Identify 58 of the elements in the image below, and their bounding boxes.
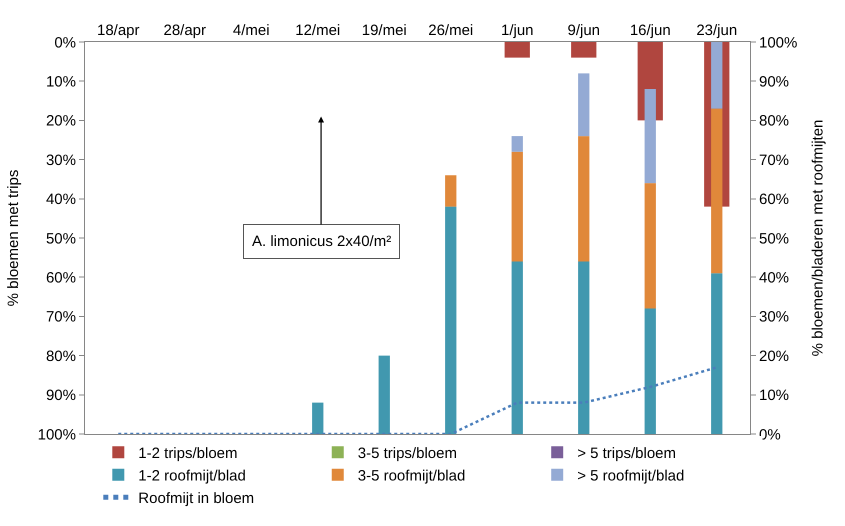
legend-label: Roofmijt in bloem — [138, 490, 254, 508]
line-series — [117, 366, 718, 434]
y-tick-label: 100% — [38, 426, 76, 444]
x-tick-label: 18/apr — [96, 22, 140, 39]
x-tick-label: 28/apr — [163, 22, 206, 39]
y-tick-label: 90% — [46, 387, 76, 404]
y2-tick-label: 70% — [759, 152, 790, 169]
x-tick-label: 16/jun — [630, 22, 671, 39]
bar — [644, 308, 656, 434]
y2-tick-label: 90% — [759, 73, 790, 90]
legend-label: 3-5 roofmijt/blad — [358, 468, 466, 485]
legend-label: 3-5 trips/bloem — [358, 445, 457, 462]
bar — [378, 356, 390, 434]
y2-tick-label: 80% — [759, 112, 790, 130]
x-tick-label: 12/mei — [295, 22, 340, 39]
y2-tick-label: 60% — [759, 191, 790, 208]
y-tick-label: 40% — [46, 191, 76, 208]
legend-label: > 5 trips/bloem — [577, 445, 676, 462]
y-tick-label: 20% — [46, 112, 76, 130]
x-tick-label: 1/jun — [500, 22, 534, 39]
y2-tick-label: 20% — [759, 348, 790, 365]
x-tick-label: 9/jun — [567, 22, 600, 39]
x-tick-label: 19/mei — [362, 22, 407, 39]
bar — [571, 42, 596, 58]
bar — [578, 136, 590, 262]
bar — [578, 73, 590, 136]
y-tick-label: 70% — [46, 308, 76, 326]
y2-tick-label: 10% — [759, 387, 790, 404]
y-tick-label: 60% — [46, 269, 76, 286]
y-tick-label: 50% — [46, 230, 76, 248]
bar — [504, 42, 530, 58]
y-tick-label: 0% — [54, 34, 76, 52]
y2-tick-label: 50% — [759, 230, 790, 248]
bar — [578, 262, 590, 434]
bar — [445, 206, 456, 434]
bar — [711, 273, 722, 434]
y-tick-label: 10% — [46, 73, 76, 90]
y2-tick-label: 40% — [759, 269, 790, 286]
bar — [512, 136, 523, 152]
legend-label: 1-2 roofmijt/blad — [138, 468, 246, 485]
y-tick-label: 30% — [46, 152, 76, 169]
y-tick-label: 80% — [46, 348, 76, 365]
bar — [644, 183, 656, 309]
legend-label: > 5 roofmijt/blad — [577, 468, 684, 485]
x-tick-label: 4/mei — [232, 22, 270, 39]
bar — [711, 42, 722, 109]
y2-tick-label: 100% — [759, 34, 798, 52]
legend-label: 1-2 trips/bloem — [138, 445, 238, 462]
bar — [445, 175, 456, 207]
x-tick-label: 26/mei — [428, 22, 474, 39]
bar — [312, 402, 324, 434]
annotation: A. limonicus 2x40/m² — [252, 233, 392, 250]
y2-axis-title: % bloemen/bladeren met roofmijten — [809, 120, 826, 356]
y-axis-title: % bloemen met trips — [4, 170, 22, 306]
y2-tick-label: 30% — [759, 308, 790, 326]
x-tick-label: 23/jun — [696, 22, 738, 39]
bar — [512, 262, 523, 434]
bar — [512, 152, 523, 262]
